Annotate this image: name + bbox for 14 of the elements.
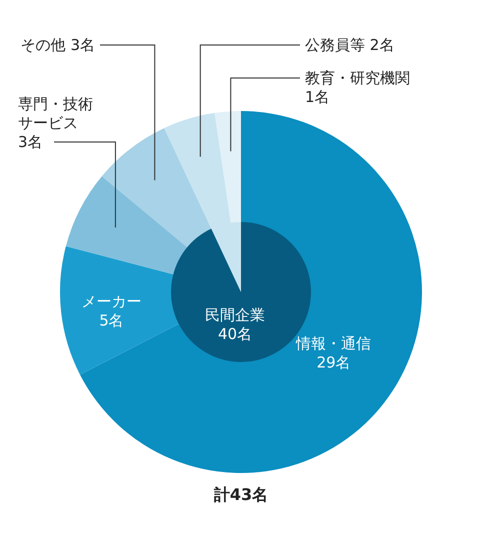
text: 計43名	[212, 485, 268, 504]
data-label: 5名	[99, 311, 124, 330]
slice-label: 教育・研究機関	[305, 69, 410, 87]
slice-label: メーカー	[81, 292, 142, 310]
slice-label: 専門・技術サービス	[18, 95, 93, 132]
data-label: 40名	[218, 325, 252, 343]
slice-label: その他 3名	[20, 36, 95, 54]
data-label: 29名	[316, 354, 351, 372]
slice-label: 公務員等 2名	[305, 36, 394, 54]
slice-label: 民間企業	[205, 306, 265, 324]
data-label: 1名	[305, 88, 330, 106]
pie-slice	[171, 222, 311, 362]
data-label: 3名	[18, 133, 43, 151]
slice-label: 情報・通信	[295, 334, 372, 353]
